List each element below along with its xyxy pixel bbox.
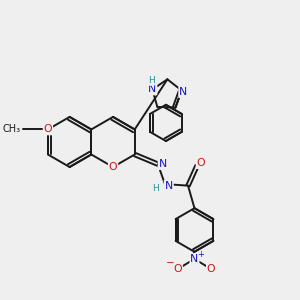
Text: −: −	[166, 258, 174, 268]
Text: O: O	[44, 124, 52, 134]
Text: O: O	[109, 162, 117, 172]
Text: N: N	[165, 181, 173, 191]
Text: H: H	[152, 184, 159, 194]
Text: N: N	[148, 85, 157, 94]
Text: H: H	[148, 76, 154, 85]
Text: +: +	[197, 250, 204, 259]
Text: N: N	[190, 254, 199, 264]
Text: N: N	[179, 87, 188, 97]
Text: O: O	[196, 158, 205, 168]
Text: O: O	[173, 264, 182, 274]
Text: CH₃: CH₃	[3, 124, 21, 134]
Text: O: O	[207, 264, 215, 274]
Text: N: N	[158, 159, 167, 169]
